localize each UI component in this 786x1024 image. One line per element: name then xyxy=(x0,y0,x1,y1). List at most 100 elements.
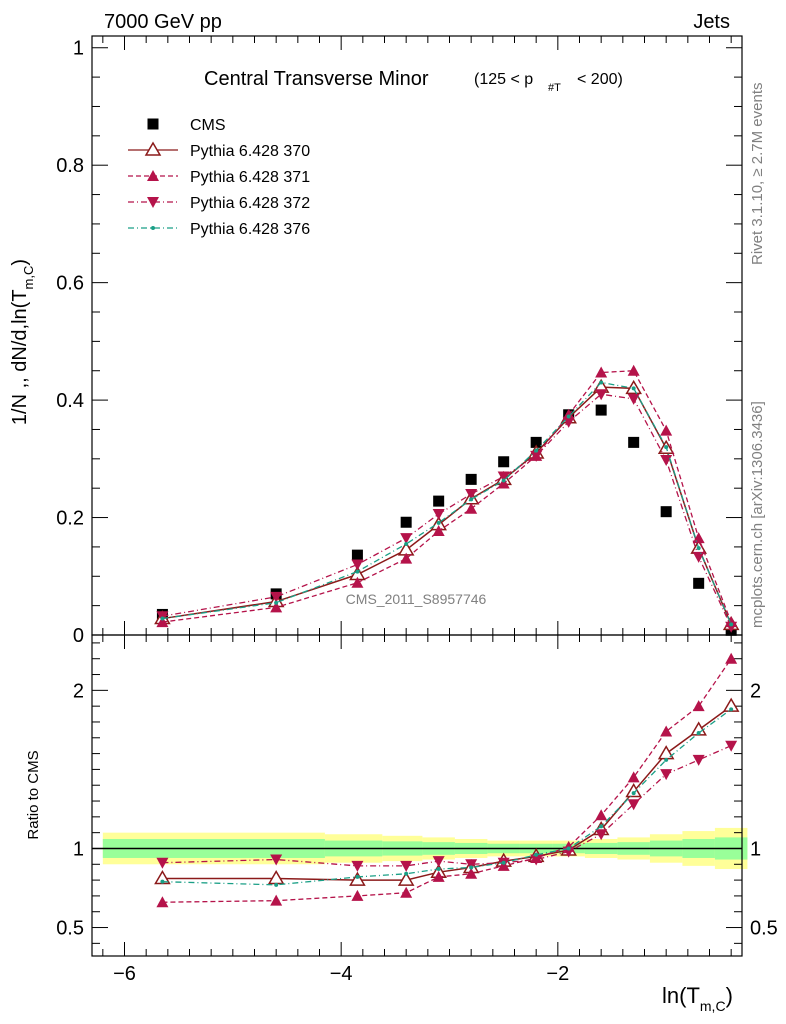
main-data-point xyxy=(274,600,279,605)
main-data-point xyxy=(432,509,445,521)
main-series-4 xyxy=(160,380,734,627)
ratio-y-tick-label-left: 1 xyxy=(73,838,84,860)
ratio-data-point xyxy=(469,865,474,870)
main-data-point xyxy=(729,622,734,627)
ratio-series-line xyxy=(162,658,732,903)
legend-marker xyxy=(147,170,159,181)
main-title-text: Central Transverse Minor xyxy=(204,68,429,90)
main-data-point xyxy=(400,516,412,528)
ratio-data-point xyxy=(534,852,539,857)
main-data-point xyxy=(400,533,413,545)
ratio-series-layer xyxy=(154,652,740,908)
ratio-data-point xyxy=(267,870,285,885)
ratio-data-point xyxy=(274,882,279,887)
ratio-data-point xyxy=(400,886,413,898)
ratio-data-point xyxy=(595,829,608,841)
ratio-data-point xyxy=(156,896,169,908)
legend-marker xyxy=(147,197,159,208)
ratio-y-tick-label-left: 2 xyxy=(73,680,84,702)
legend-label: Pythia 6.428 376 xyxy=(190,221,310,238)
main-data-point xyxy=(400,552,413,564)
ratio-data-point xyxy=(660,769,673,781)
main-y-tick-label: 0 xyxy=(73,625,84,647)
legend-label: Pythia 6.428 371 xyxy=(190,169,310,186)
ratio-data-point xyxy=(625,783,642,798)
main-data-point xyxy=(696,546,701,551)
ratio-data-point xyxy=(436,867,441,872)
ratio-data-point xyxy=(432,856,445,868)
legend-item: CMS xyxy=(147,117,226,134)
main-data-point xyxy=(498,456,510,468)
main-data-point xyxy=(692,532,705,544)
main-data-point xyxy=(355,569,360,574)
main-data-point xyxy=(692,551,705,563)
legend-item: Pythia 6.428 376 xyxy=(128,221,310,238)
axes: −6 −4 −2 0 0.2 0.4 0.6 0.8 1 0.5 0.5 1 1 2 2 xyxy=(56,35,778,985)
ratio-data-point xyxy=(595,809,608,821)
legend-label: CMS xyxy=(190,117,226,134)
main-data-point xyxy=(595,389,608,401)
ratio-data-point xyxy=(660,725,673,737)
main-data-point xyxy=(631,386,636,391)
ratio-y-tick-label-right: 0.5 xyxy=(750,918,778,940)
main-data-point xyxy=(562,416,575,428)
ratio-data-point xyxy=(349,871,366,886)
legend-item: Pythia 6.428 372 xyxy=(128,195,310,212)
main-data-point xyxy=(433,495,445,507)
rivet-version-label: Rivet 3.1.10, ≥ 2.7M events xyxy=(749,83,766,266)
main-data-point xyxy=(465,473,477,485)
ratio-data-point xyxy=(599,824,604,829)
ratio-data-point xyxy=(725,740,738,752)
ratio-series-line xyxy=(162,705,732,881)
main-data-point xyxy=(595,404,607,416)
ratio-y-axis-label: Ratio to CMS xyxy=(25,750,42,839)
x-tick-label: −4 xyxy=(330,963,353,985)
ratio-series-0 xyxy=(154,697,740,886)
main-series-layer xyxy=(154,364,740,636)
ratio-data-point xyxy=(729,707,734,712)
ratio-series-3 xyxy=(160,707,734,887)
legend-item: Pythia 6.428 371 xyxy=(128,169,310,186)
main-data-point xyxy=(270,591,283,603)
legend-item: Pythia 6.428 370 xyxy=(128,141,310,160)
ratio-y-tick-label-right: 2 xyxy=(750,680,761,702)
main-data-point xyxy=(530,436,542,448)
main-series-2 xyxy=(156,364,738,628)
main-data-point xyxy=(497,477,510,489)
ratio-data-point xyxy=(696,731,701,736)
main-data-point xyxy=(599,380,604,385)
main-data-point xyxy=(660,424,673,436)
ratio-data-point xyxy=(270,854,283,866)
legend: CMS Pythia 6.428 370 Pythia 6.428 371 Pythi… xyxy=(128,117,310,238)
main-data-point xyxy=(534,448,539,453)
ratio-uncertainty-bands xyxy=(92,827,748,870)
ratio-series-line xyxy=(162,708,732,886)
main-data-point xyxy=(270,601,283,613)
x-axis-label-text: ln(Tm,C) xyxy=(662,983,733,1014)
ratio-data-point xyxy=(465,867,478,879)
main-data-point xyxy=(660,454,673,466)
ratio-data-point xyxy=(156,857,169,869)
main-y-tick-label: 0.6 xyxy=(56,273,84,295)
ratio-data-point xyxy=(692,700,705,712)
legend-marker xyxy=(147,118,159,130)
ratio-data-point xyxy=(631,791,636,796)
main-data-point xyxy=(465,489,478,501)
ratio-data-point xyxy=(160,879,165,884)
ratio-series-1 xyxy=(156,652,738,908)
main-data-point xyxy=(595,366,608,378)
header-energy-label: 7000 GeV pp xyxy=(104,11,222,33)
ratio-data-point xyxy=(627,771,640,783)
main-title-range-sub: #T xyxy=(548,82,561,94)
ratio-data-point xyxy=(270,894,283,906)
legend-marker xyxy=(151,226,155,230)
main-title-range: (125 < p xyxy=(474,71,533,88)
main-y-tick-label: 0.8 xyxy=(56,155,84,177)
mcplots-source-label: mcplots.cern.ch [arXiv:1306.3436] xyxy=(749,401,766,628)
ratio-y-tick-label-right: 1 xyxy=(750,838,761,860)
x-axis-label: ln(Tm,C) xyxy=(662,983,733,1014)
ratio-frame xyxy=(91,634,743,957)
main-data-point xyxy=(501,478,506,483)
ratio-data-point xyxy=(725,652,738,664)
